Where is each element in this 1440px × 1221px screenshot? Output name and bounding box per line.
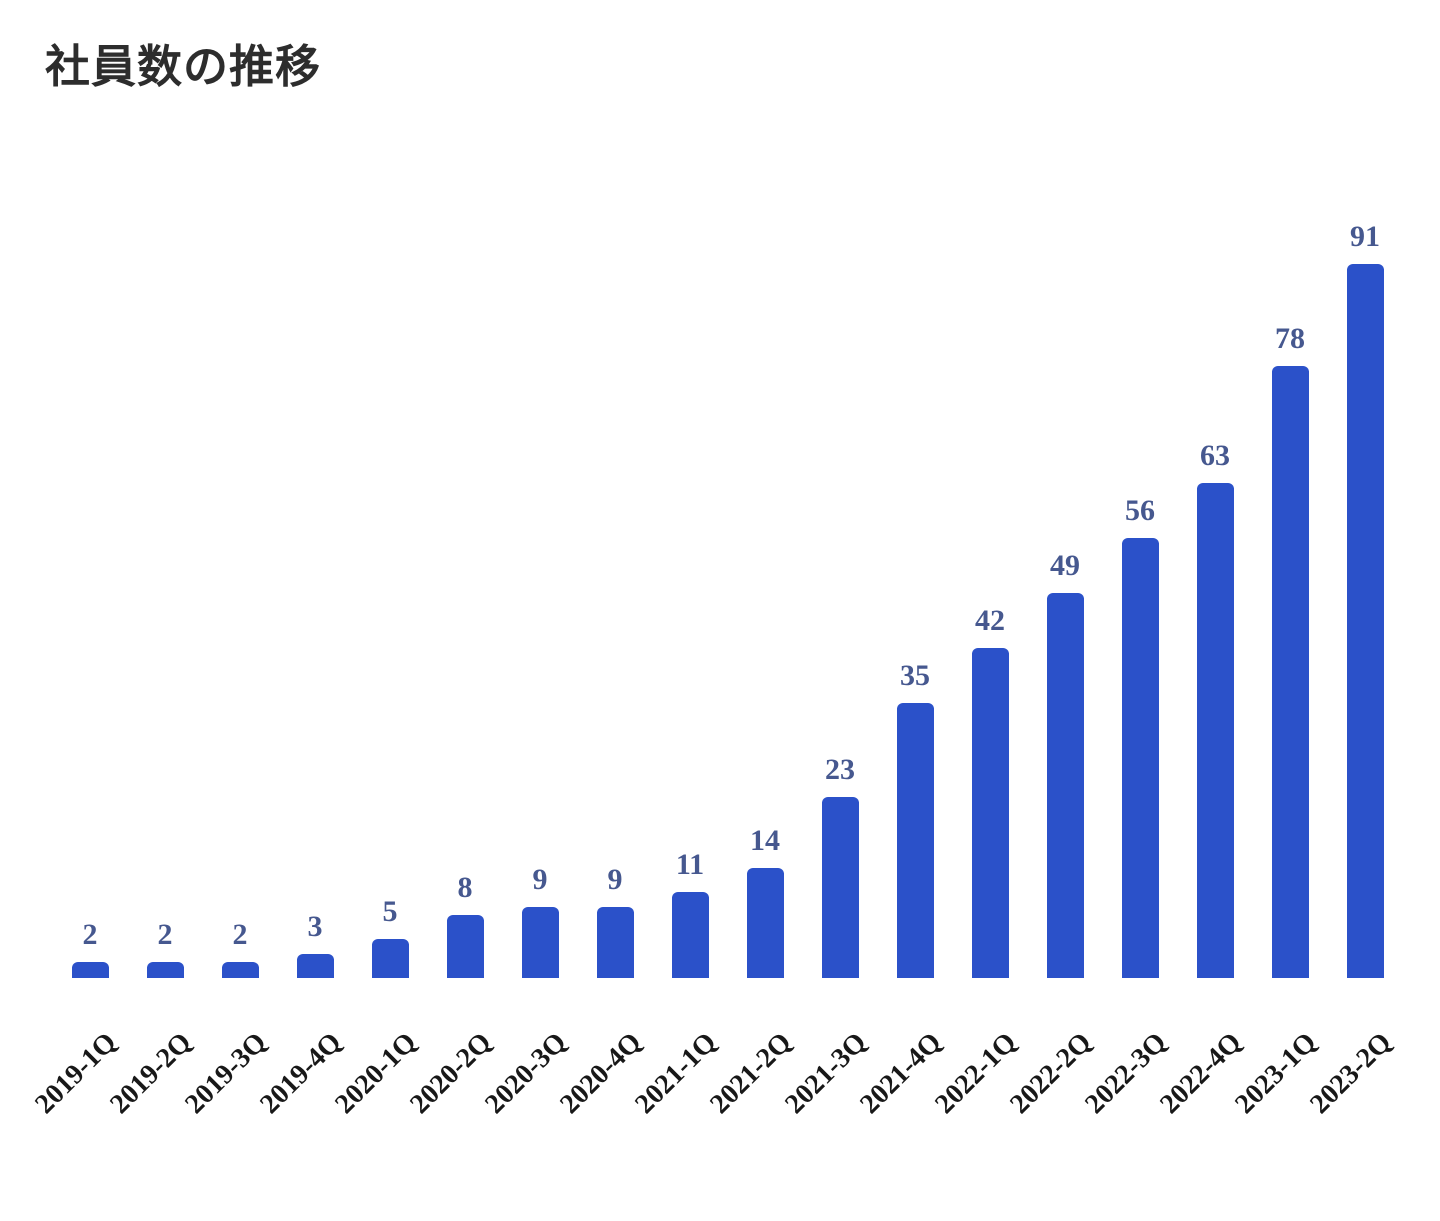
value-label-2021-4Q: 35 — [900, 659, 930, 692]
bar-2021-4Q — [896, 703, 934, 978]
bar-2019-2Q — [146, 962, 184, 978]
value-label-2022-2Q: 49 — [1050, 549, 1080, 582]
bar-2019-3Q — [221, 962, 259, 978]
x-tick-2023-1Q: 2023-1Q — [1229, 1026, 1323, 1121]
x-tick-2021-3Q: 2021-3Q — [779, 1026, 873, 1121]
value-label-2022-1Q: 42 — [975, 604, 1005, 637]
x-tick-2020-3Q: 2020-3Q — [479, 1026, 573, 1121]
bar-2020-4Q — [596, 907, 634, 978]
x-tick-2023-2Q: 2023-2Q — [1304, 1026, 1398, 1121]
value-label-2019-2Q: 2 — [157, 918, 173, 951]
value-label-2023-2Q: 91 — [1350, 220, 1380, 253]
value-label-2023-1Q: 78 — [1275, 322, 1305, 355]
x-tick-2020-2Q: 2020-2Q — [404, 1026, 498, 1121]
bar-2020-2Q — [446, 915, 484, 978]
bar-2022-4Q — [1196, 483, 1234, 978]
value-label-2020-3Q: 9 — [532, 863, 548, 896]
x-tick-2019-3Q: 2019-3Q — [179, 1026, 273, 1121]
bar-2019-1Q — [71, 962, 109, 978]
x-tick-2019-4Q: 2019-4Q — [254, 1026, 348, 1121]
value-label-2020-4Q: 9 — [607, 863, 623, 896]
x-tick-2022-1Q: 2022-1Q — [929, 1026, 1023, 1121]
bar-2022-3Q — [1121, 538, 1159, 978]
bar-2020-1Q — [371, 939, 409, 978]
value-label-2021-2Q: 14 — [750, 824, 780, 857]
value-label-2020-1Q: 5 — [382, 895, 398, 928]
bar-2021-1Q — [671, 892, 709, 978]
bar-2023-2Q — [1346, 264, 1384, 978]
chart-title: 社員数の推移 — [45, 41, 322, 92]
value-label-2020-2Q: 8 — [457, 871, 473, 904]
bar-2023-1Q — [1271, 366, 1309, 978]
value-label-2019-1Q: 2 — [82, 918, 98, 951]
x-tick-2021-4Q: 2021-4Q — [854, 1026, 948, 1121]
value-label-2019-3Q: 2 — [232, 918, 248, 951]
bar-2021-2Q — [746, 868, 784, 978]
bar-2020-3Q — [521, 907, 559, 978]
value-label-2022-3Q: 56 — [1125, 494, 1155, 527]
value-label-2022-4Q: 63 — [1200, 439, 1230, 472]
bar-2022-1Q — [971, 648, 1009, 978]
bar-2022-2Q — [1046, 593, 1084, 978]
x-tick-2019-2Q: 2019-2Q — [104, 1026, 198, 1121]
bar-2019-4Q — [296, 954, 334, 978]
x-tick-2022-4Q: 2022-4Q — [1154, 1026, 1248, 1121]
x-tick-2020-4Q: 2020-4Q — [554, 1026, 648, 1121]
x-tick-2021-2Q: 2021-2Q — [704, 1026, 798, 1121]
value-label-2019-4Q: 3 — [307, 910, 323, 943]
bar-2021-3Q — [821, 797, 859, 978]
value-label-2021-1Q: 11 — [675, 848, 705, 881]
value-label-2021-3Q: 23 — [825, 753, 855, 786]
x-tick-2022-2Q: 2022-2Q — [1004, 1026, 1098, 1121]
x-tick-2021-1Q: 2021-1Q — [629, 1026, 723, 1121]
x-tick-2022-3Q: 2022-3Q — [1079, 1026, 1173, 1121]
x-tick-2019-1Q: 2019-1Q — [29, 1026, 123, 1121]
x-tick-2020-1Q: 2020-1Q — [329, 1026, 423, 1121]
